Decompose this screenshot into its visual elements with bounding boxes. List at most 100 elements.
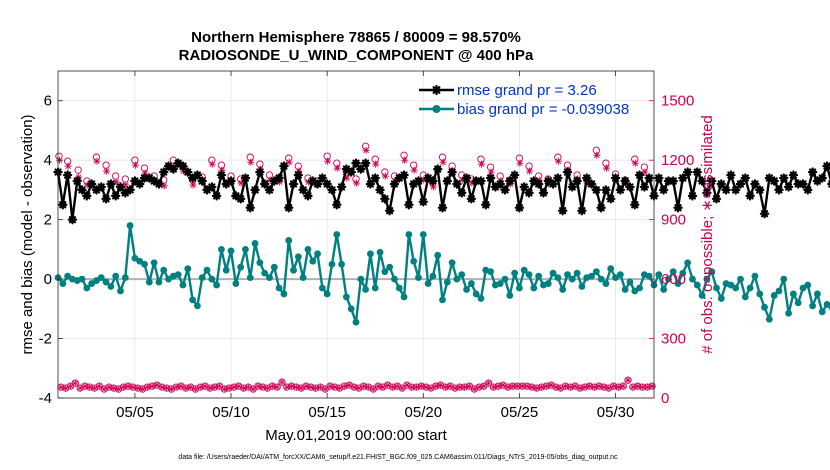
obs-assimilated-marker (93, 157, 101, 165)
obs-low-possible-marker (533, 384, 541, 392)
obs-low-possible-marker (552, 383, 560, 391)
rmse-point (514, 203, 525, 213)
obs-low-possible-marker (268, 382, 277, 390)
obs-low-assimilated-marker (605, 385, 612, 392)
bias-point (549, 269, 557, 277)
obs-low-assimilated-marker (312, 385, 319, 392)
rmse-point (433, 164, 443, 174)
obs-low-possible-marker (350, 383, 358, 391)
rmse-point (442, 176, 453, 186)
rmse-point (216, 170, 227, 180)
rmse-point (255, 167, 265, 177)
rmse-point (586, 179, 597, 189)
legend-marker-rmse (431, 84, 442, 96)
bias-point (520, 266, 528, 274)
obs-low-assimilated-marker (96, 383, 103, 390)
obs-low-assimilated-marker (394, 383, 401, 390)
obs-low-assimilated-marker (178, 383, 185, 390)
bias-point (765, 315, 773, 323)
obs-possible-marker (323, 152, 331, 160)
rmse-point (529, 176, 539, 186)
bias-point (323, 290, 331, 298)
rmse-point (692, 167, 702, 177)
bias-point (439, 296, 446, 304)
obs-low-possible-marker (422, 383, 430, 391)
bias-point (362, 286, 370, 293)
obs-low-possible-marker (624, 376, 632, 384)
rmse-point (485, 173, 496, 183)
obs-low-assimilated-marker (379, 384, 386, 391)
obs-low-possible-marker (412, 383, 421, 391)
rmse-point (346, 167, 356, 177)
rmse-point (235, 194, 246, 204)
rmse-point (798, 179, 808, 189)
y-tick-label: -2 (39, 331, 52, 348)
rmse-point (250, 185, 260, 195)
rmse-point (322, 179, 332, 189)
obs-low-possible-marker (307, 383, 315, 391)
rmse-point (101, 194, 111, 204)
obs-low-assimilated-marker (336, 385, 343, 392)
obs-possible-marker (256, 160, 264, 168)
rmse-point (524, 188, 534, 198)
obs-low-possible-marker (485, 379, 493, 387)
bias-point (251, 240, 259, 247)
y-tick-label-right: 1200 (661, 152, 694, 169)
obs-low-assimilated-marker (250, 386, 257, 393)
bias-point (477, 295, 485, 302)
obs-possible-marker (265, 171, 274, 179)
bias-point (333, 231, 341, 238)
bias-point (102, 278, 110, 286)
obs-low-assimilated-marker (639, 384, 646, 391)
rmse-point (817, 173, 827, 183)
rmse-point (375, 185, 385, 195)
bias-point (285, 237, 293, 244)
obs-low-possible-marker (129, 383, 137, 391)
bias-point (242, 245, 249, 253)
bias-point (544, 280, 552, 287)
obs-low-possible-marker (374, 382, 382, 390)
obs-low-assimilated-marker (365, 384, 372, 391)
rmse-point (437, 203, 448, 213)
rmse-point (452, 179, 462, 189)
rmse-point (168, 164, 179, 174)
obs-low-possible-marker (494, 382, 502, 390)
obs-assimilated-marker (477, 160, 486, 168)
obs-low-assimilated-marker (192, 386, 199, 393)
obs-possible-marker (333, 159, 341, 167)
rmse-point (822, 161, 830, 171)
bias-point (535, 272, 543, 280)
bias-point (780, 275, 788, 283)
obs-low-possible-marker (134, 384, 142, 392)
obs-possible-marker (294, 162, 302, 170)
rmse-point (582, 173, 592, 183)
obs-low-possible-marker (287, 382, 296, 390)
legend: rmse grand pr = 3.26 bias grand pr = -0.… (419, 82, 629, 118)
y-tick-label: 6 (44, 93, 52, 110)
obs-low-possible-marker (239, 384, 248, 392)
obs-low-assimilated-marker (91, 385, 98, 392)
obs-low-possible-marker (417, 382, 426, 390)
rmse-point (394, 173, 404, 183)
obs-low-assimilated-marker (399, 385, 406, 392)
obs-low-possible-marker (634, 382, 642, 390)
bias-point (275, 284, 283, 292)
bias-point (117, 287, 124, 295)
obs-low-assimilated-marker (427, 385, 434, 392)
bias-point (78, 275, 86, 283)
bias-point (592, 268, 600, 276)
rmse-point (447, 167, 457, 177)
plot-frame (57, 70, 655, 399)
bias-point (636, 284, 643, 292)
obs-possible-marker (486, 163, 495, 171)
bias-point (770, 292, 778, 299)
bias-point (141, 260, 148, 268)
bias-point (525, 271, 533, 279)
bias-point (367, 250, 374, 258)
rmse-point (654, 173, 664, 183)
bias-point (559, 286, 567, 293)
bias-point (184, 265, 192, 273)
bias-point (458, 271, 466, 279)
bias-point (83, 284, 91, 292)
bias-point (597, 275, 605, 283)
